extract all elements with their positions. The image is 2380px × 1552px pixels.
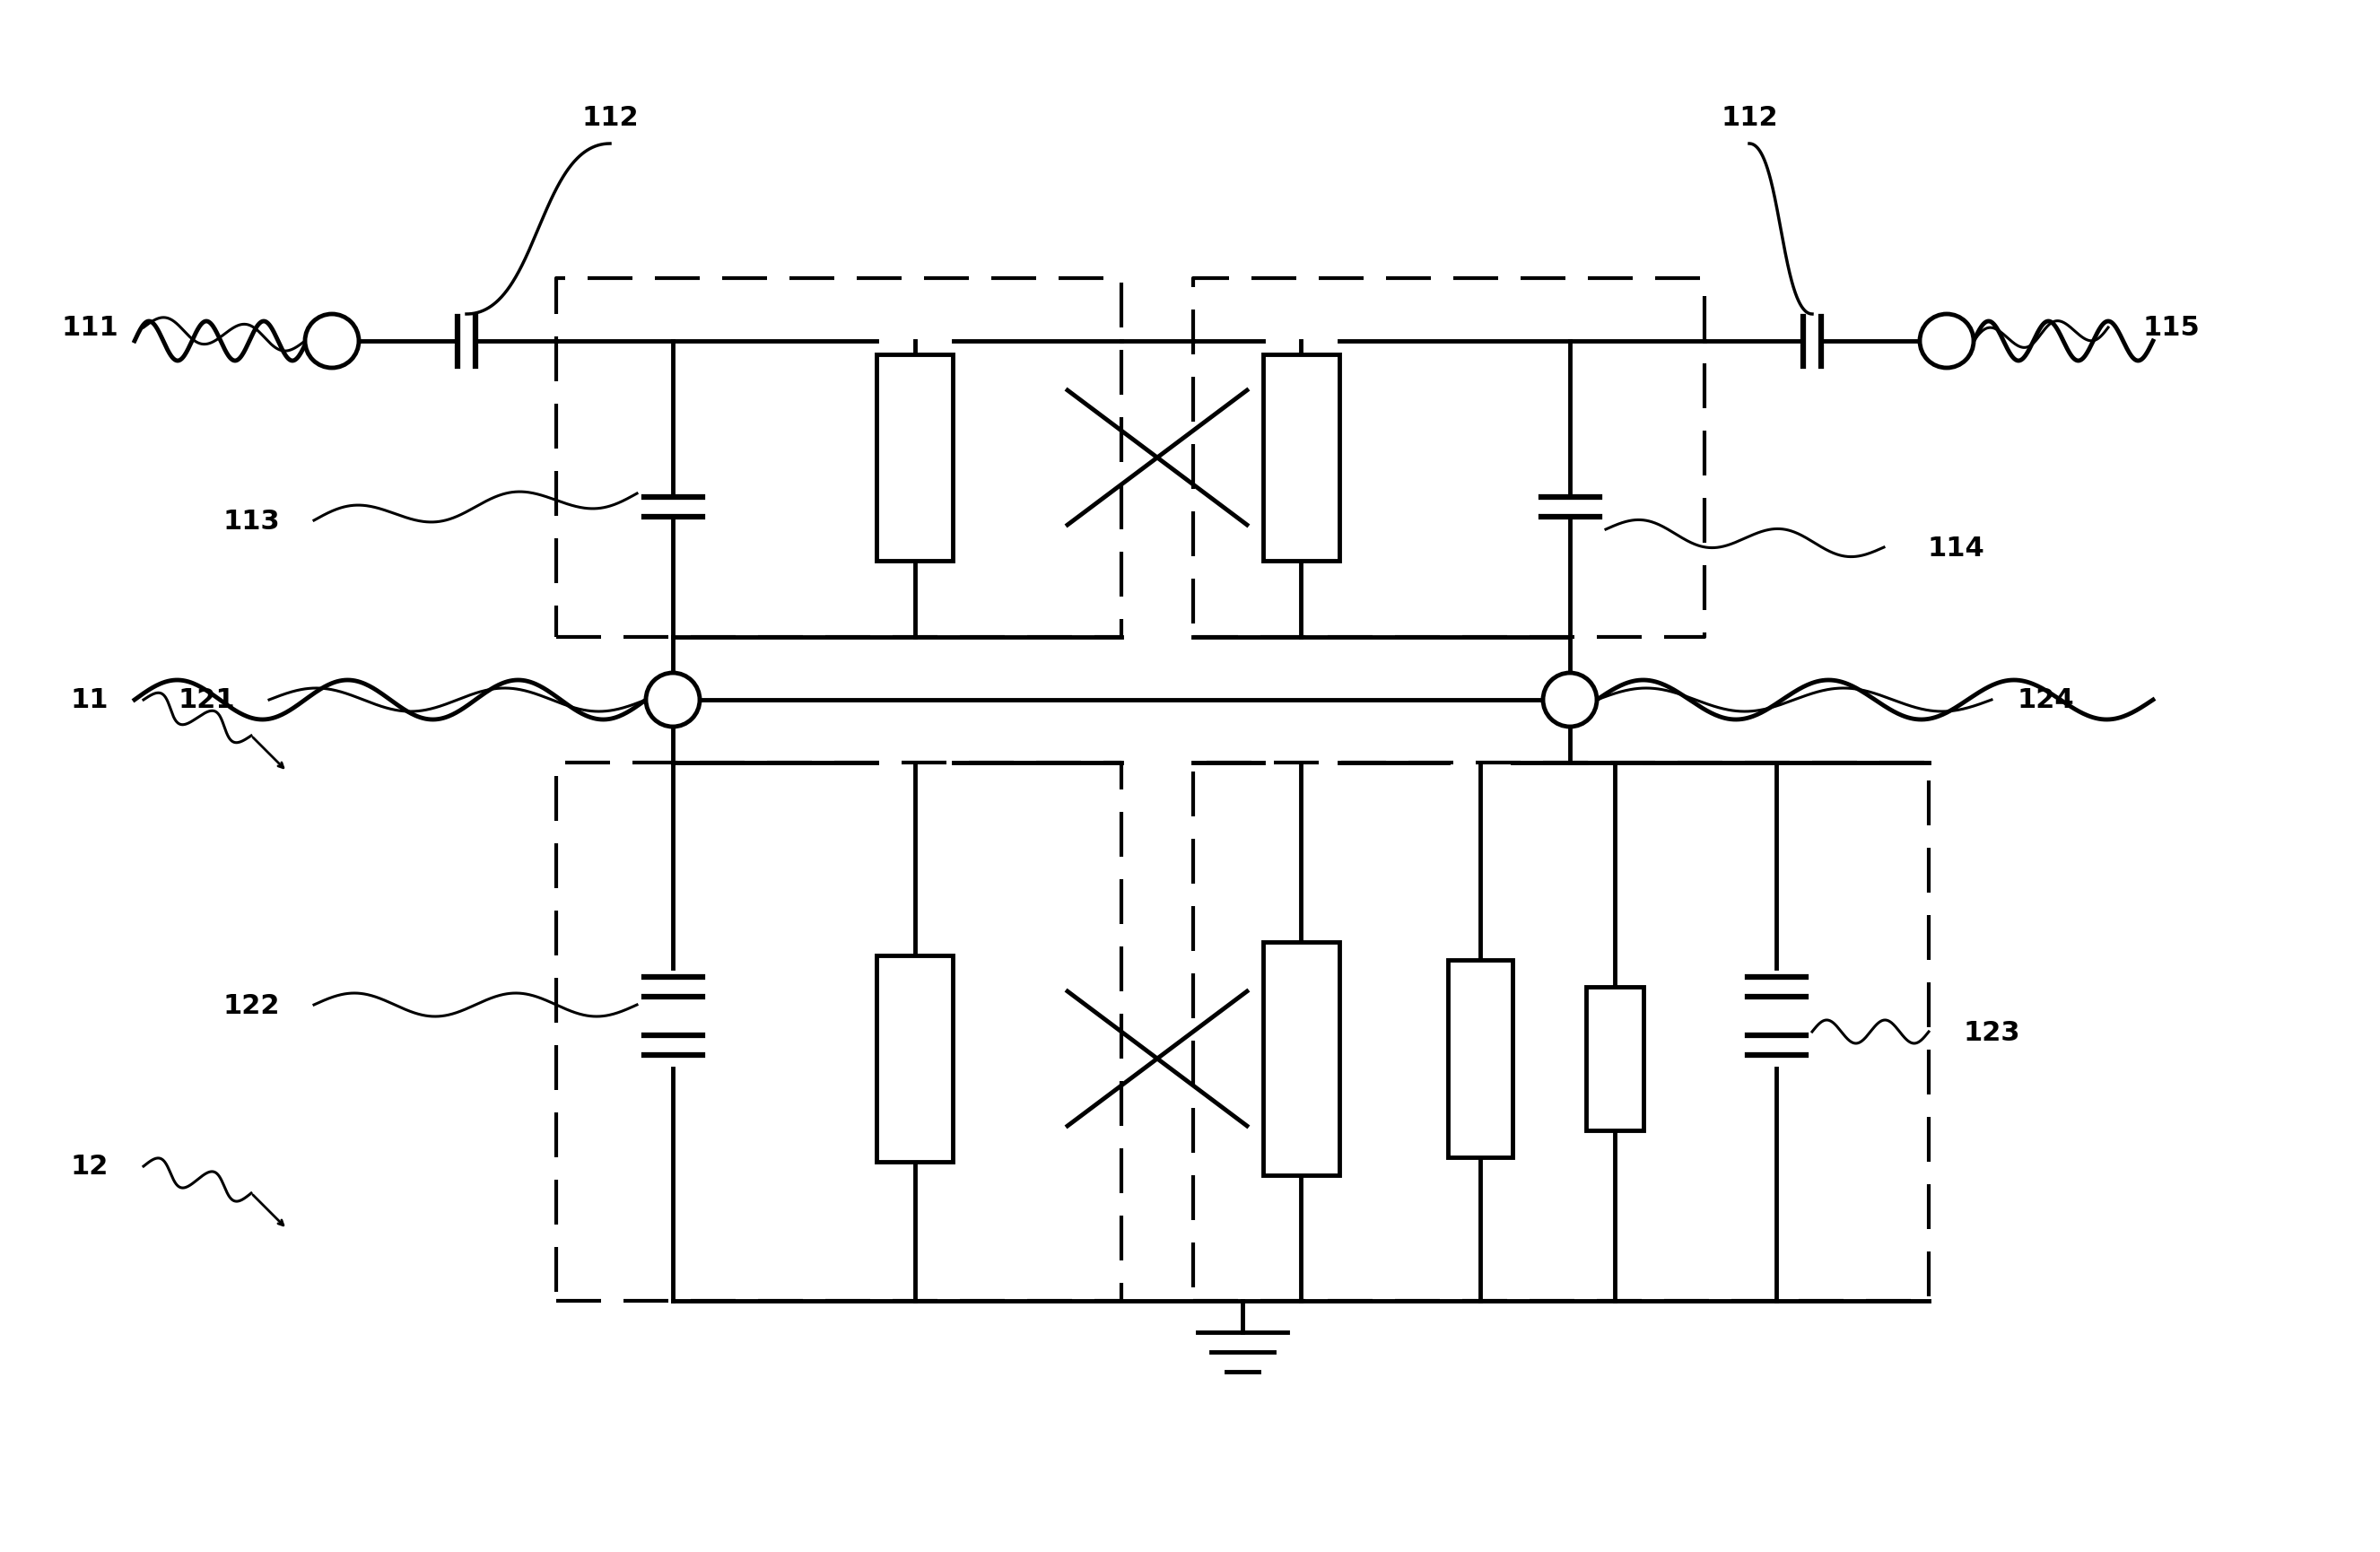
Circle shape: [1921, 315, 1973, 368]
Text: 122: 122: [224, 992, 281, 1018]
Text: 113: 113: [224, 508, 281, 534]
Bar: [1585, 987, 1645, 1130]
Circle shape: [305, 315, 359, 368]
Circle shape: [1542, 674, 1597, 728]
Text: 123: 123: [1964, 1020, 2021, 1044]
Text: 111: 111: [62, 315, 119, 341]
Text: 124: 124: [2016, 688, 2073, 714]
Text: 121: 121: [178, 688, 236, 714]
Text: 112: 112: [581, 104, 638, 130]
Text: 112: 112: [1721, 104, 1778, 130]
Bar: [1264, 942, 1340, 1175]
Text: 115: 115: [2142, 315, 2199, 341]
Text: 11: 11: [71, 688, 109, 714]
Circle shape: [645, 674, 700, 728]
Text: 114: 114: [1928, 535, 1985, 560]
Bar: [1264, 355, 1340, 562]
Text: 12: 12: [71, 1153, 109, 1180]
Bar: [876, 355, 952, 562]
Bar: [1447, 961, 1514, 1158]
Bar: [876, 956, 952, 1162]
